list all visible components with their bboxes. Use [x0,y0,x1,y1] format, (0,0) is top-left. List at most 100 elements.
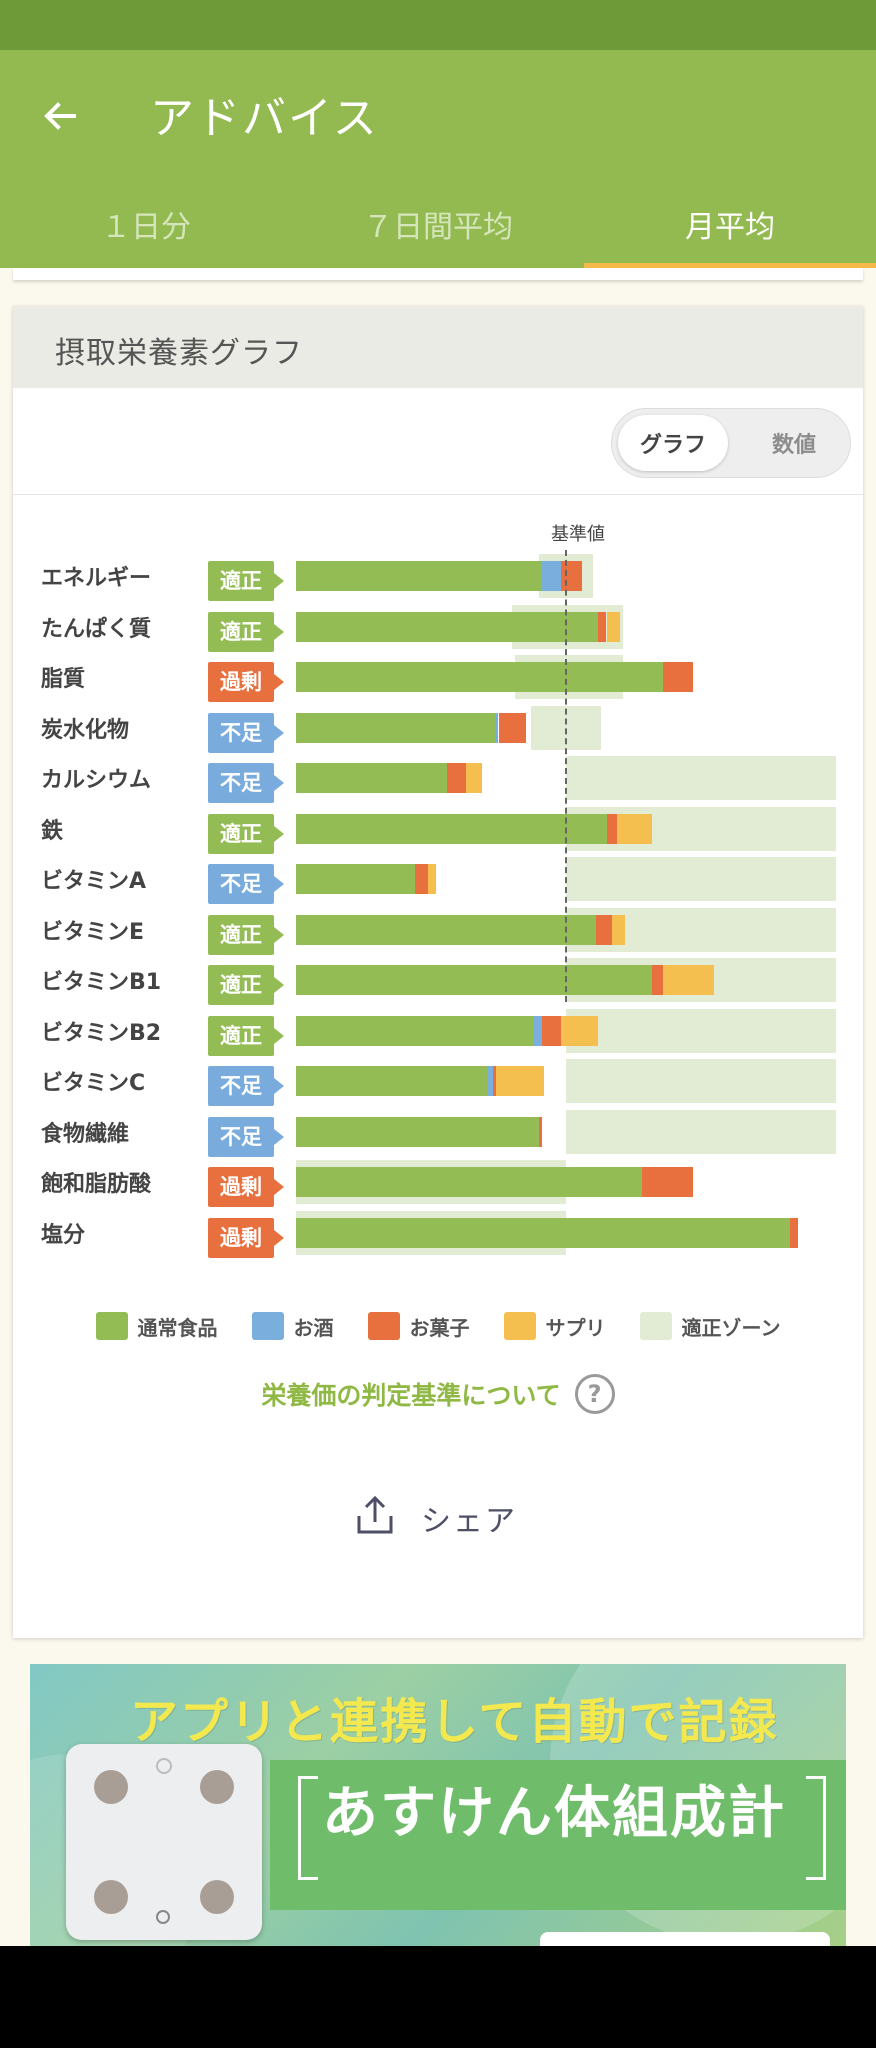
arrow-left-icon [44,102,76,130]
nutrient-name: ビタミンB1 [41,970,162,995]
bar-segment-alcohol [541,561,561,591]
bar-segment-normal-food [296,1116,539,1147]
toggle-value-button[interactable]: 数値 [771,433,816,458]
status-bar [0,0,876,50]
nutrient-name: 鉄 [41,818,64,844]
share-button[interactable]: シェア [353,1490,517,1546]
bar-segment-snacks [414,864,429,894]
help-icon[interactable]: ? [574,1374,615,1414]
share-label: シェア [421,1504,517,1539]
appropriate-zone [566,857,836,901]
banner-headline: アプリと連携して自動で記録 [130,1694,779,1750]
status-badge: 適正 [208,965,284,1005]
status-badge: 過剰 [208,1217,284,1258]
bar-segment-snacks [790,1217,799,1248]
card-title: 摂取栄養素グラフ [55,336,303,371]
bar-segment-normal-food [296,813,607,844]
reference-line [565,550,567,1002]
legend-swatch [367,1312,400,1340]
nutrient-name: ビタミンA [41,869,147,894]
legend-item: 通常食品 [95,1308,218,1344]
bar-area [296,806,836,857]
card-header: 摂取栄養素グラフ [13,306,863,388]
bar-segment-normal-food [296,1217,791,1248]
bar-segment-snacks [652,965,664,995]
status-badge: 不足 [208,1066,284,1106]
legend-swatch [639,1312,672,1340]
bar-segment-normal-food [296,561,542,591]
legend-swatch [251,1312,284,1340]
banner-bracket-right [806,1776,826,1880]
bar-segment-supplement [663,965,715,995]
criteria-link[interactable]: 栄養価の判定基準について ? [13,1372,863,1416]
bar-segment-snacks [606,813,618,844]
status-badge: 過剰 [208,1167,284,1207]
nutrient-row: 炭水化物 不足 [13,705,863,756]
tab-one-day[interactable]: １日分 [101,210,191,245]
status-badge: 不足 [208,712,284,753]
bar-area [296,756,836,806]
legend-item: お酒 [251,1308,334,1344]
nutrient-name: 食物繊維 [41,1121,130,1147]
nutrient-row: ビタミンA 不足 [13,857,863,907]
bar-segment-snacks [447,763,467,793]
bar-segment-alcohol [487,1066,494,1096]
scale-image [66,1744,262,1940]
legend-swatch [503,1312,536,1340]
bar-segment-normal-food [296,712,496,743]
bar-segment-supplement [606,611,620,642]
toggle-graph-button[interactable]: グラフ [618,415,728,471]
legend-label: 適正ゾーン [681,1315,781,1340]
nutrient-name: カルシウム [41,768,152,793]
bar-segment-snacks [663,662,693,692]
nutrient-row: たんぱく質 適正 [13,604,863,655]
tab-seven-day-average[interactable]: ７日間平均 [363,210,513,245]
legend-item: 適正ゾーン [639,1308,781,1344]
tab-monthly-average[interactable]: 月平均 [584,180,876,268]
status-badge: 適正 [208,1015,284,1056]
legend-label: お酒 [293,1315,334,1340]
divider [13,494,863,495]
legend-swatch [95,1312,128,1340]
view-toggle: グラフ 数値 [611,408,851,478]
bar-segment-snacks [539,1116,542,1147]
bar-segment-normal-food [296,965,653,995]
bar-segment-snacks [541,1015,561,1046]
bar-segment-normal-food [296,1066,488,1096]
bar-segment-normal-food [296,763,448,793]
nutrient-row: 飽和脂肪酸 過剰 [13,1160,863,1210]
body-composition-scale-banner[interactable]: アプリと連携して自動で記録 あすけん体組成計 [30,1664,846,1946]
nutrient-row: エネルギー 適正 [13,554,863,604]
previous-card-edge [13,268,863,280]
nutrient-name: 飽和脂肪酸 [41,1172,152,1197]
criteria-link-label[interactable]: 栄養価の判定基準について [261,1381,561,1410]
share-icon [353,1494,397,1542]
reference-label: 基準値 [551,524,605,545]
scale-electrode [94,1770,128,1804]
bar-segment-alcohol [495,712,499,743]
nutrient-row: 塩分 過剰 [13,1210,863,1261]
nutrient-bar-chart: 基準値 エネルギー 適正 たんぱく質 適正 脂質 過剰 炭水化物 不足 カルシウム 不足鉄適正 ビタ… [13,520,863,1258]
scale-electrode [200,1770,234,1804]
bar-segment-snacks [493,1066,496,1096]
system-navigation-bar [0,1946,876,2048]
scale-power-icon [156,1910,170,1924]
legend-item: サプリ [503,1308,606,1344]
scale-electrode [200,1880,234,1914]
tab-bar: １日分 ７日間平均 月平均 [0,180,876,268]
banner-bracket-left [298,1776,318,1880]
status-badge: 不足 [208,763,284,803]
bar-segment-alcohol [533,1015,542,1046]
bar-segment-normal-food [296,1167,642,1197]
bar-segment-normal-food [296,1015,534,1046]
appropriate-zone [566,1109,836,1154]
bar-segment-supplement [428,864,437,894]
back-button[interactable] [30,86,90,146]
bar-area [296,1160,836,1210]
legend-label: サプリ [545,1315,606,1340]
legend-label: 通常食品 [137,1315,218,1340]
appropriate-zone [566,1059,836,1103]
page-title: アドバイス [150,93,379,144]
appropriate-zone [566,1008,836,1053]
bar-area [296,1059,836,1109]
